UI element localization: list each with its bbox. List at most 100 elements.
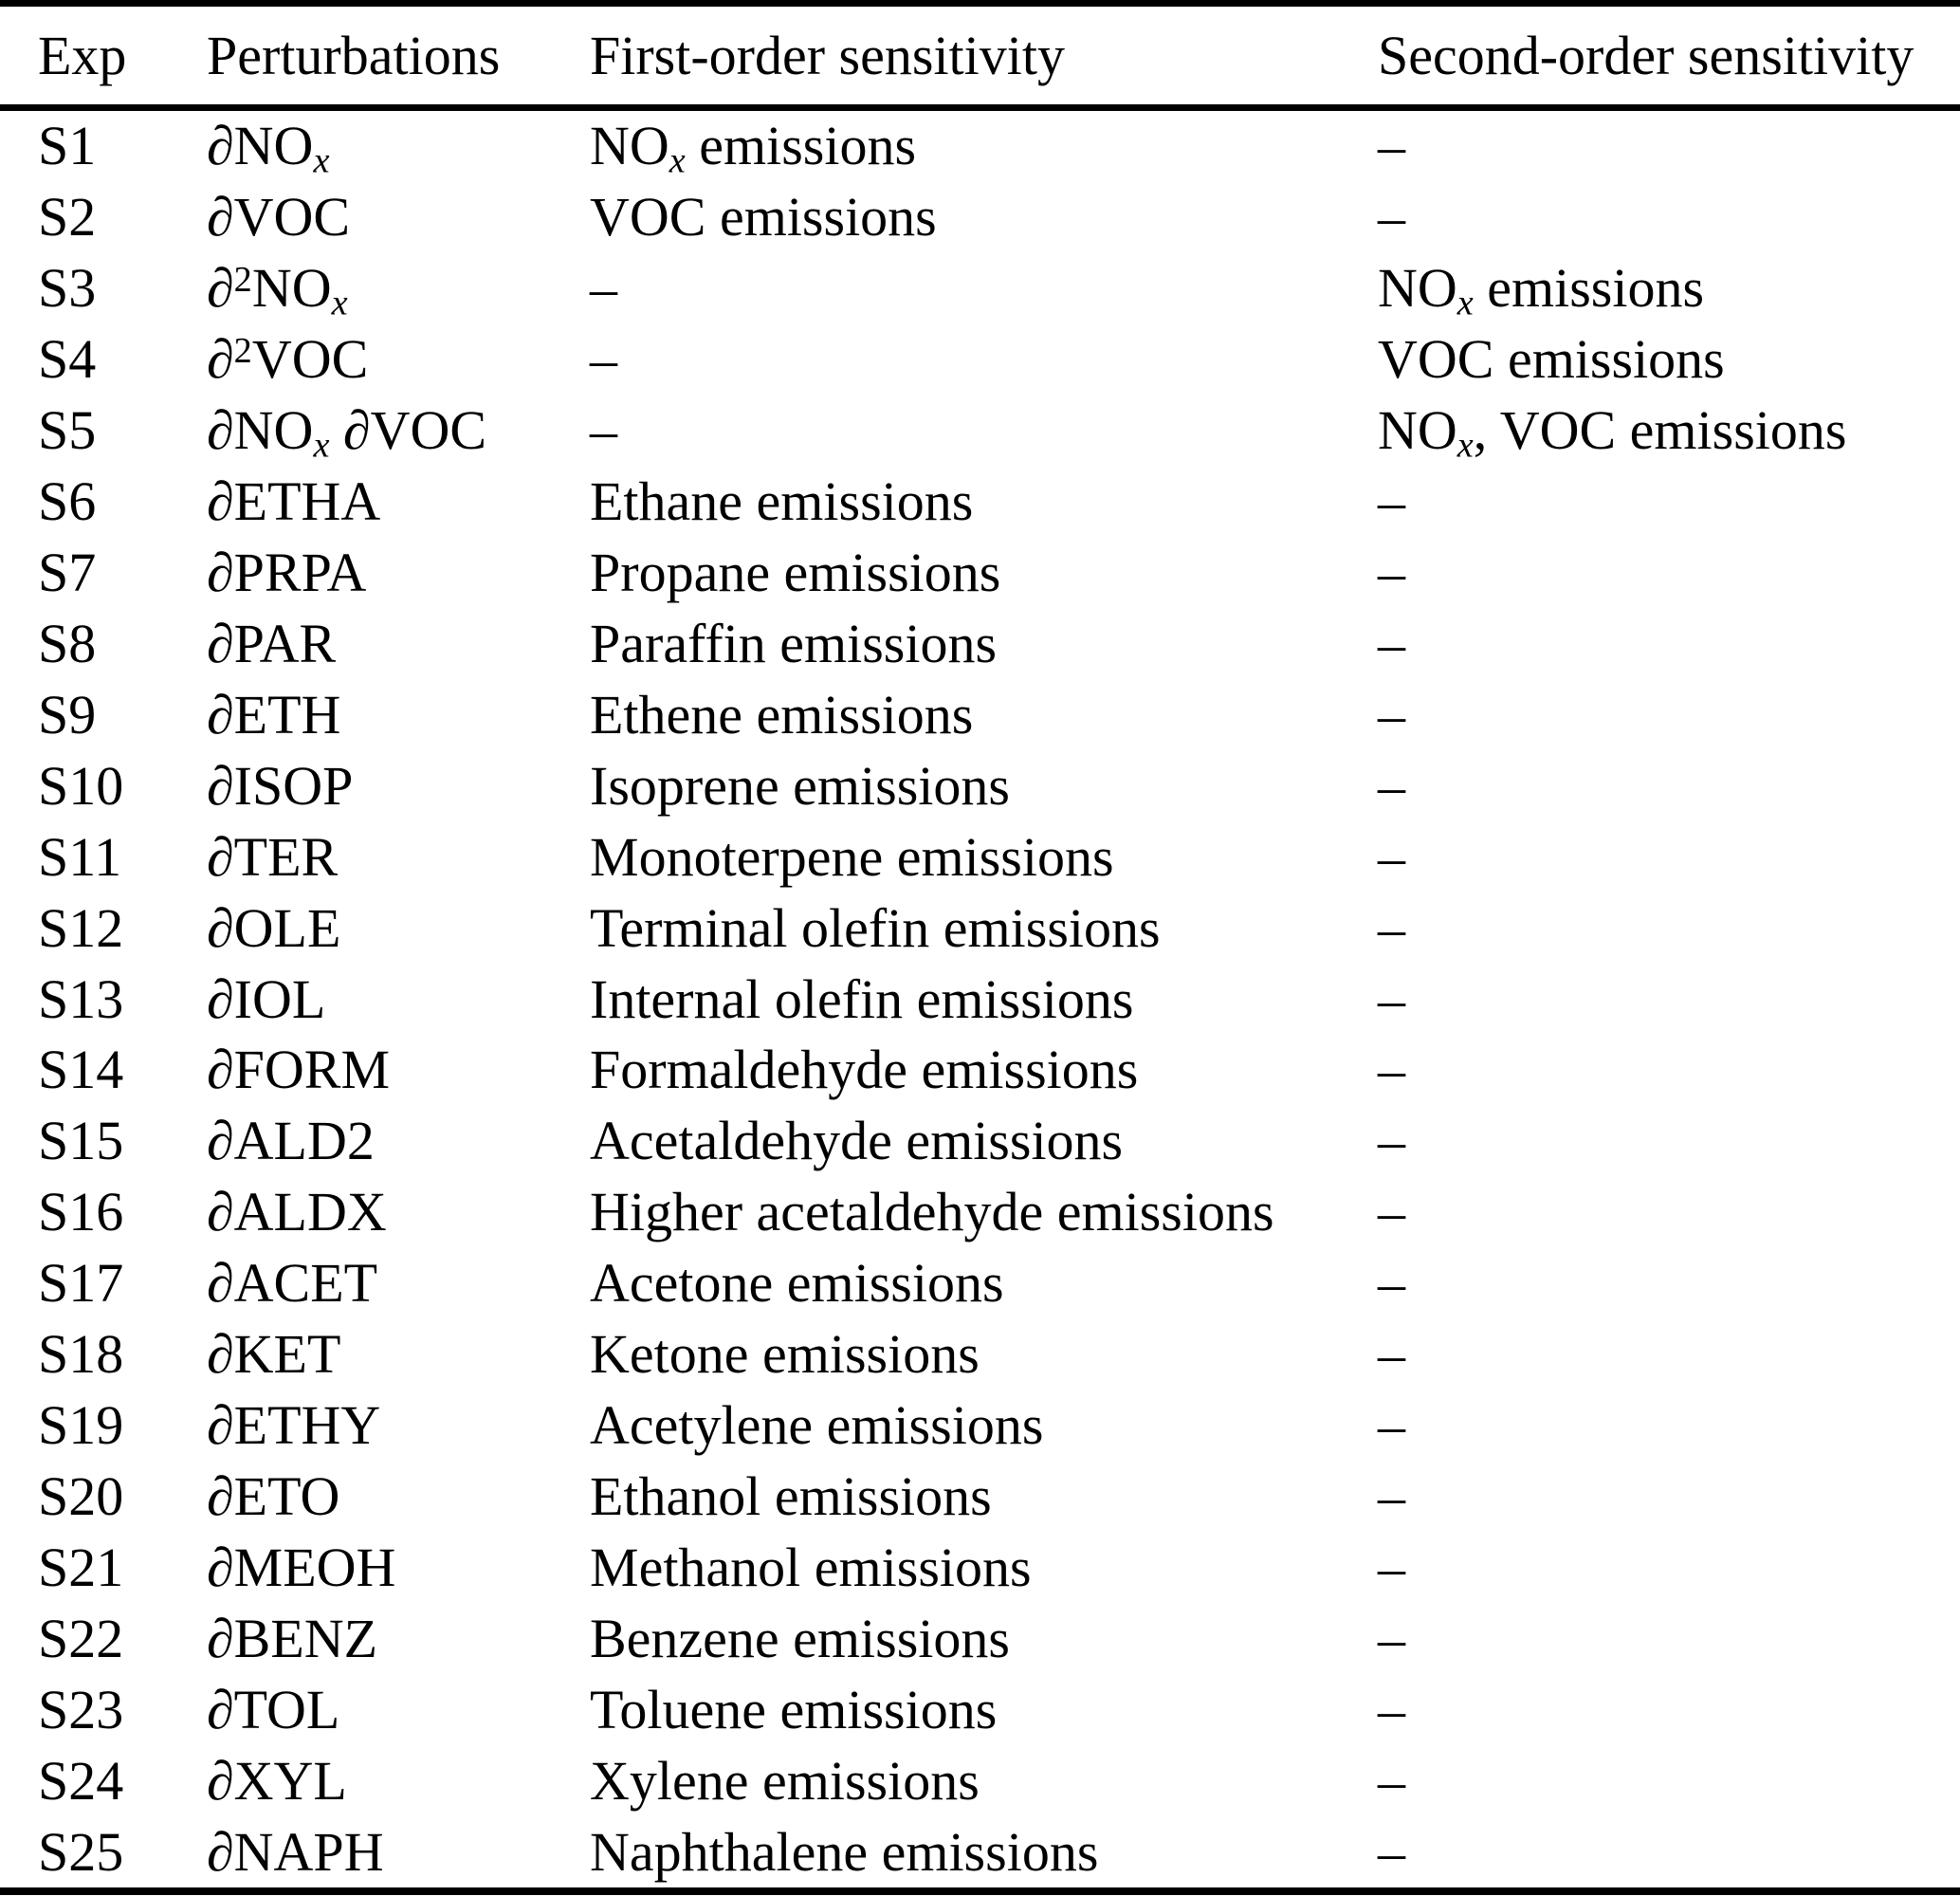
second-order-sensitivity-cell: – xyxy=(1378,1323,1405,1386)
second-order-sensitivity-cell: – xyxy=(1378,1607,1405,1669)
perturbation-cell: ∂NOx xyxy=(207,115,330,181)
perturbation-cell: ∂TOL xyxy=(207,1678,340,1740)
perturbation-cell: ∂ACET xyxy=(207,1252,378,1315)
table-bottom-rule xyxy=(0,1887,1960,1895)
perturbation-cell: ∂2NOx xyxy=(207,257,348,323)
first-order-sensitivity-cell: Benzene emissions xyxy=(590,1607,1010,1669)
first-order-sensitivity-cell: Ethene emissions xyxy=(590,683,974,746)
perturbation-cell: ∂ALDX xyxy=(207,1181,387,1243)
table-row: S17 ∂ACET Acetone emissions – xyxy=(0,1248,1960,1319)
table-row: S14 ∂FORM Formaldehyde emissions – xyxy=(0,1035,1960,1106)
table-row: S12 ∂OLE Terminal olefin emissions – xyxy=(0,893,1960,964)
table-row: S2 ∂VOC VOC emissions – xyxy=(0,182,1960,253)
exp-cell: S11 xyxy=(38,825,122,888)
table-header-rule xyxy=(0,104,1960,111)
perturbation-cell: ∂XYL xyxy=(207,1749,347,1812)
first-order-sensitivity-cell: – xyxy=(590,257,617,320)
first-order-sensitivity-cell: Ethane emissions xyxy=(590,470,974,533)
perturbation-cell: ∂ETO xyxy=(207,1464,340,1527)
first-order-sensitivity-cell: Isoprene emissions xyxy=(590,754,1010,817)
perturbation-cell: ∂IOL xyxy=(207,967,326,1030)
first-order-sensitivity-cell: Ethanol emissions xyxy=(590,1464,992,1527)
second-order-sensitivity-cell: – xyxy=(1378,1820,1405,1883)
perturbation-cell: ∂ETH xyxy=(207,683,341,746)
perturbation-cell: ∂VOC xyxy=(207,186,351,249)
table-row: S21 ∂MEOH Methanol emissions – xyxy=(0,1532,1960,1603)
table-row: S13 ∂IOL Internal olefin emissions – xyxy=(0,964,1960,1035)
table-row: S24 ∂XYL Xylene emissions – xyxy=(0,1745,1960,1816)
exp-cell: S7 xyxy=(38,541,97,603)
exp-cell: S9 xyxy=(38,683,97,746)
table-row: S8 ∂PAR Paraffin emissions – xyxy=(0,608,1960,679)
first-order-sensitivity-cell: Monoterpene emissions xyxy=(590,825,1114,888)
second-order-sensitivity-cell: – xyxy=(1378,612,1405,674)
second-order-sensitivity-cell: – xyxy=(1378,1252,1405,1315)
exp-cell: S14 xyxy=(38,1039,124,1101)
first-order-sensitivity-cell: Toluene emissions xyxy=(590,1678,998,1740)
table-body: S1 ∂NOx NOx emissions – S2 ∂VOC VOC emissions –… xyxy=(0,111,1960,1887)
second-order-sensitivity-cell: – xyxy=(1378,470,1405,533)
second-order-sensitivity-cell: – xyxy=(1378,967,1405,1030)
perturbation-cell: ∂MEOH xyxy=(207,1536,396,1598)
exp-cell: S15 xyxy=(38,1110,124,1172)
second-order-sensitivity-cell: NOx emissions xyxy=(1378,257,1705,323)
exp-cell: S10 xyxy=(38,754,124,817)
second-order-sensitivity-cell: – xyxy=(1378,186,1405,249)
perturbation-cell: ∂BENZ xyxy=(207,1607,378,1669)
exp-cell: S24 xyxy=(38,1749,124,1812)
first-order-sensitivity-cell: – xyxy=(590,328,617,391)
table-top-rule xyxy=(0,0,1960,7)
table-row: S7 ∂PRPA Propane emissions – xyxy=(0,538,1960,609)
column-header-exp: Exp xyxy=(38,24,127,86)
first-order-sensitivity-cell: Paraffin emissions xyxy=(590,612,998,674)
first-order-sensitivity-cell: Higher acetaldehyde emissions xyxy=(590,1181,1274,1243)
table-row: S5 ∂NOx ∂VOC – NOx, VOC emissions xyxy=(0,396,1960,467)
exp-cell: S8 xyxy=(38,612,97,674)
column-header-second-order-sensitivity: Second-order sensitivity xyxy=(1378,24,1914,86)
perturbation-cell: ∂FORM xyxy=(207,1039,391,1101)
first-order-sensitivity-cell: Acetaldehyde emissions xyxy=(590,1110,1124,1172)
table-row: S10 ∂ISOP Isoprene emissions – xyxy=(0,750,1960,821)
exp-cell: S17 xyxy=(38,1252,124,1315)
column-header-perturbations: Perturbations xyxy=(207,24,501,86)
first-order-sensitivity-cell: Formaldehyde emissions xyxy=(590,1039,1139,1101)
exp-cell: S13 xyxy=(38,967,124,1030)
perturbation-cell: ∂OLE xyxy=(207,896,341,959)
table-row: S20 ∂ETO Ethanol emissions – xyxy=(0,1462,1960,1533)
first-order-sensitivity-cell: Terminal olefin emissions xyxy=(590,896,1161,959)
table-row: S1 ∂NOx NOx emissions – xyxy=(0,111,1960,182)
second-order-sensitivity-cell: – xyxy=(1378,115,1405,177)
first-order-sensitivity-cell: Propane emissions xyxy=(590,541,1001,603)
first-order-sensitivity-cell: Methanol emissions xyxy=(590,1536,1032,1598)
perturbation-cell: ∂ALD2 xyxy=(207,1110,375,1172)
perturbation-cell: ∂KET xyxy=(207,1323,341,1386)
exp-cell: S5 xyxy=(38,399,97,462)
exp-cell: S12 xyxy=(38,896,124,959)
first-order-sensitivity-cell: Xylene emissions xyxy=(590,1749,980,1812)
table-header-row: Exp Perturbations First-order sensitivit… xyxy=(0,7,1960,104)
first-order-sensitivity-cell: VOC emissions xyxy=(590,186,937,249)
table-row: S6 ∂ETHA Ethane emissions – xyxy=(0,467,1960,538)
first-order-sensitivity-cell: Ketone emissions xyxy=(590,1323,980,1386)
second-order-sensitivity-cell: – xyxy=(1378,1039,1405,1101)
exp-cell: S23 xyxy=(38,1678,124,1740)
second-order-sensitivity-cell: – xyxy=(1378,754,1405,817)
exp-cell: S20 xyxy=(38,1464,124,1527)
perturbation-cell: ∂PRPA xyxy=(207,541,367,603)
exp-cell: S22 xyxy=(38,1607,124,1669)
perturbation-cell: ∂ETHA xyxy=(207,470,381,533)
second-order-sensitivity-cell: – xyxy=(1378,1678,1405,1740)
second-order-sensitivity-cell: – xyxy=(1378,825,1405,888)
table-row: S11 ∂TER Monoterpene emissions – xyxy=(0,821,1960,893)
first-order-sensitivity-cell: – xyxy=(590,399,617,462)
exp-cell: S21 xyxy=(38,1536,124,1598)
exp-cell: S6 xyxy=(38,470,97,533)
table-row: S25 ∂NAPH Naphthalene emissions – xyxy=(0,1816,1960,1887)
table-row: S9 ∂ETH Ethene emissions – xyxy=(0,679,1960,750)
perturbation-cell: ∂PAR xyxy=(207,612,337,674)
exp-cell: S3 xyxy=(38,257,97,320)
table-row: S22 ∂BENZ Benzene emissions – xyxy=(0,1603,1960,1674)
first-order-sensitivity-cell: Naphthalene emissions xyxy=(590,1820,1099,1883)
table-row: S16 ∂ALDX Higher acetaldehyde emissions – xyxy=(0,1177,1960,1248)
